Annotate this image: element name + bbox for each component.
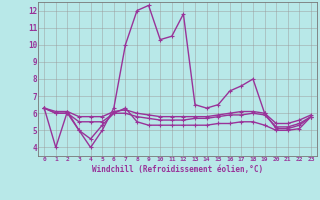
X-axis label: Windchill (Refroidissement éolien,°C): Windchill (Refroidissement éolien,°C) bbox=[92, 165, 263, 174]
